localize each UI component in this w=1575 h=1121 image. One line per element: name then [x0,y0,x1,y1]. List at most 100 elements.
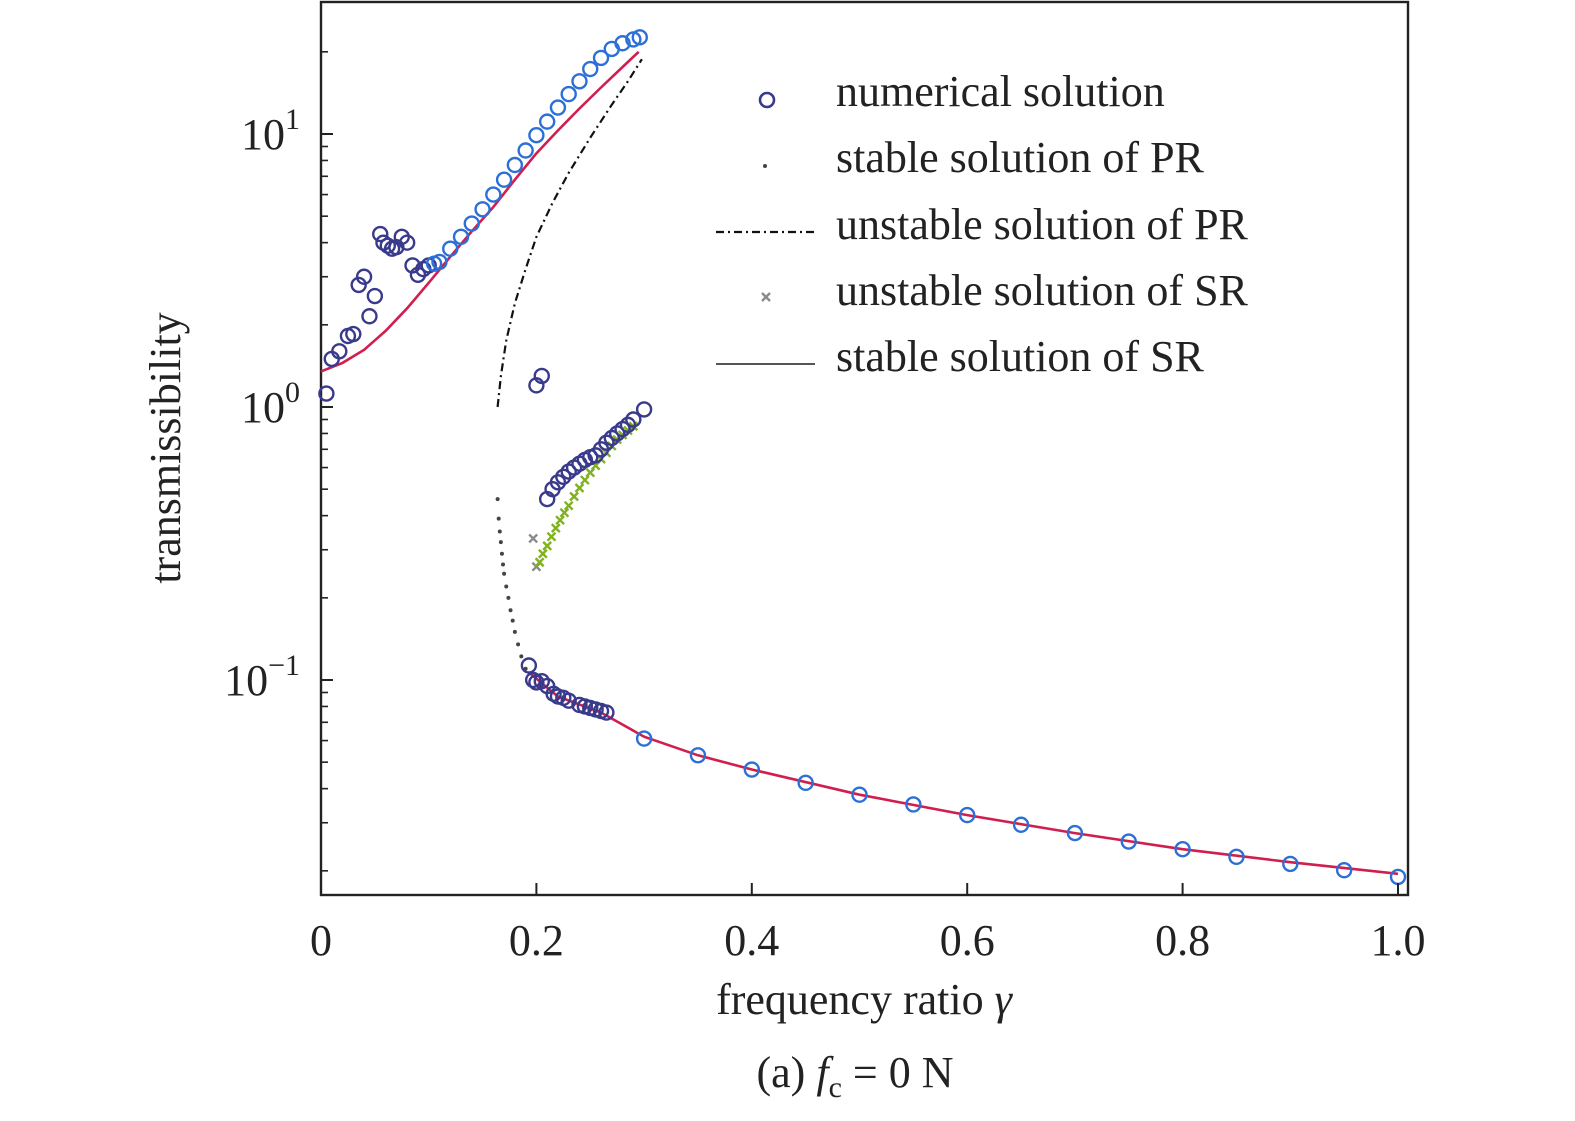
legend-entry-numerical: numerical solution [758,67,1165,116]
x-tick-label: 0.4 [724,916,779,965]
numerical-point [350,276,367,294]
cross-stroke [546,531,557,542]
x-axis-title: frequency ratio γ [716,975,1014,1024]
numerical-point [442,240,459,257]
numerical-point [614,35,631,52]
legend-label-sr-unstable: unstable solution of SR [836,266,1249,315]
sr-unstable-cross-point [550,523,561,533]
legend-label-sr-stable: stable solution of SR [836,332,1205,381]
sr-unstable-cross-point [569,491,579,502]
pr-stable-point [499,551,504,556]
cross-stroke [559,507,570,518]
numerical-point [592,49,610,67]
pr-stable-point [519,654,524,659]
y-tick-label: 10−1 [224,649,300,705]
numerical-point [598,704,615,721]
numerical-point [1066,824,1084,842]
sr-unstable-cross-point [559,507,570,518]
legend: numerical solution stable solution of PR… [716,67,1249,381]
numerical-point [474,201,491,218]
y-tick-exponent: 1 [285,103,300,136]
pr-stable-point [498,540,503,545]
caption-prefix: (a) [757,1048,806,1097]
pr-stable-point [501,562,506,567]
numerical-point [1174,841,1191,858]
numerical-point [1228,848,1245,866]
pr-stable-point [508,608,513,613]
cross-stroke [542,541,553,551]
x-axis-title-symbol: γ [995,975,1014,1024]
legend-entry-sr-stable: stable solution of SR [716,332,1205,381]
cross-stroke [538,548,548,559]
numerical-point [571,73,588,90]
numerical-point [355,268,373,285]
numerical-point [533,367,550,385]
numerical-point [366,287,384,305]
cross-stroke [580,475,590,485]
numerical-point [631,29,648,46]
pr-stable-point [495,497,500,502]
numerical-point [517,142,534,159]
numerical-point [1012,816,1030,833]
numerical-point [1282,855,1299,873]
numerical-point [549,474,567,491]
cross-stroke [555,515,565,526]
numerical-point [619,416,637,434]
numerical-point [959,806,976,824]
legend-entry-pr-unstable: unstable solution of PR [716,200,1249,249]
caption-rest: = 0 N [853,1048,954,1097]
numerical-point [851,786,868,803]
numerical-point [331,343,348,360]
pr-stable-point [516,642,521,647]
numerical-point [905,796,922,813]
sr-unstable-cross-point [555,515,565,526]
legend-label-numerical: numerical solution [836,67,1165,116]
cross-stroke [534,557,545,568]
numerical-point [345,325,362,343]
numerical-point [463,215,480,232]
pr-stable-point [502,571,507,576]
numerical-point [398,234,416,251]
pr-stable-point [497,529,502,534]
x-axis-title-text: frequency ratio [716,975,984,1024]
ticks-layer: 0 0.2 0.4 0.6 0.8 1.0 10 1 100 10−1 [224,51,1426,965]
numerical-point [743,761,760,778]
pr-stable-point [510,618,515,623]
pr-stable-point [512,629,517,634]
x-tick-label: 0.2 [509,916,564,965]
numerical-point [635,401,653,418]
x-tick-label: 0 [310,916,332,965]
numerical-point [361,308,378,325]
cross-stroke [550,523,561,533]
numerical-point [372,225,389,243]
series-layer [318,29,1407,886]
cross-stroke [574,483,585,493]
pr-unstable-line [496,58,643,408]
pr-stable-point [504,584,509,589]
sr-unstable-cross-point [534,557,545,568]
sr-unstable-cross-point [528,533,539,544]
numerical-point [797,774,814,792]
legend-label-pr-unstable: unstable solution of PR [836,200,1249,249]
x-tick-label: 0.6 [940,916,995,965]
numerical-point [524,671,542,689]
numerical-point [635,730,653,747]
y-tick-base: 10 [224,656,268,705]
numerical-point [533,672,550,690]
legend-marker-circle [758,91,776,109]
cross-stroke [569,491,579,502]
legend-marker-dot [763,164,767,168]
numerical-point [506,156,524,174]
x-tick-label: 0.8 [1155,916,1210,965]
sr-unstable-cross-point [546,531,557,542]
numerical-point [318,385,335,402]
numerical-point [538,113,556,130]
y-tick-label: 100 [241,376,300,432]
numerical-point [625,411,642,428]
x-tick-label: 1.0 [1371,916,1426,965]
pr-stable-point [496,516,501,521]
numerical-point [549,99,567,116]
sr-unstable-cross-point [574,483,585,493]
